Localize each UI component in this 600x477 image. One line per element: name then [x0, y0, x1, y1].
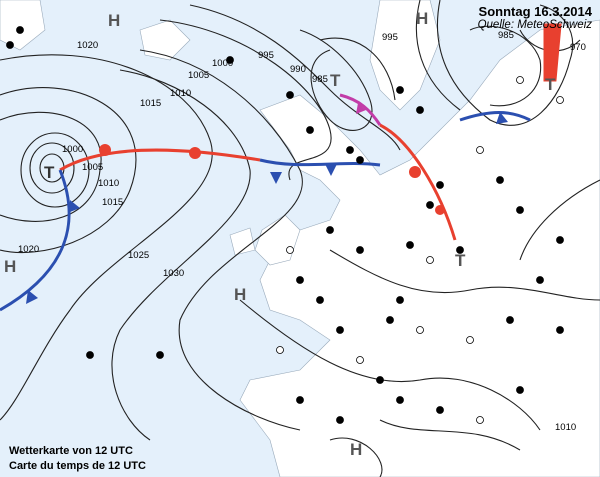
- cold-front-west: [0, 169, 71, 312]
- station-marker: [426, 256, 434, 264]
- isobar-label: 1015: [140, 98, 161, 109]
- map-date-title: Sonntag 16.3.2014: [478, 4, 592, 19]
- low-center-label: T: [44, 163, 55, 182]
- isobar-label: 1025: [128, 250, 149, 261]
- low-center-label: T: [455, 251, 466, 270]
- low-center-label: T: [545, 75, 556, 94]
- station-marker: [306, 126, 314, 134]
- station-marker: [226, 56, 234, 64]
- station-marker: [156, 351, 164, 359]
- isobar-label: 970: [570, 42, 586, 53]
- caption-french: Carte du temps de 12 UTC: [9, 460, 146, 472]
- station-marker: [516, 206, 524, 214]
- station-marker: [556, 96, 564, 104]
- isobar-label: 1010: [555, 422, 576, 433]
- station-marker: [506, 316, 514, 324]
- cold-front-east: [459, 111, 531, 122]
- station-marker: [6, 41, 14, 49]
- isobar-label: 985: [312, 74, 328, 85]
- warm-front: [59, 148, 261, 172]
- isobar-label: 1010: [170, 88, 191, 99]
- station-marker: [396, 86, 404, 94]
- map-source: Quelle: MeteoSchweiz: [477, 19, 592, 31]
- isobar-labels: 1020 1000 1005 1010 1015 1020 1025 1030 …: [18, 30, 586, 433]
- station-marker: [346, 146, 354, 154]
- isobar-label: 990: [290, 64, 306, 75]
- isobar-label: 985: [498, 30, 514, 41]
- warm-sector-marker: [543, 23, 562, 82]
- station-marker: [286, 91, 294, 99]
- station-marker: [316, 296, 324, 304]
- station-marker: [416, 106, 424, 114]
- station-marker: [276, 346, 284, 354]
- occluded-front: [339, 93, 382, 126]
- station-marker: [376, 376, 384, 384]
- station-marker: [356, 356, 364, 364]
- station-marker: [456, 246, 464, 254]
- cold-front: [259, 158, 381, 167]
- station-marker: [336, 326, 344, 334]
- station-marker: [536, 276, 544, 284]
- isobar-label: 1000: [212, 58, 233, 69]
- station-marker: [556, 236, 564, 244]
- fronts: [0, 23, 562, 312]
- station-marker: [436, 406, 444, 414]
- warm-front-east: [379, 123, 457, 241]
- isobar-label: 995: [258, 50, 274, 61]
- isobar-label: 1000: [62, 144, 83, 155]
- station-marker: [556, 326, 564, 334]
- isobar-label: 1020: [18, 244, 39, 255]
- front-symbols: [26, 103, 508, 304]
- isobar-label: 1015: [102, 197, 123, 208]
- caption-german: Wetterkarte von 12 UTC: [9, 445, 133, 457]
- high-center-label: H: [416, 9, 428, 28]
- isobar-label: 1030: [163, 268, 184, 279]
- station-marker: [386, 316, 394, 324]
- isobar-label: 1005: [188, 70, 209, 81]
- station-marker: [496, 176, 504, 184]
- station-marker: [286, 246, 294, 254]
- station-marker: [516, 386, 524, 394]
- high-center-label: H: [350, 440, 362, 459]
- station-marker: [476, 146, 484, 154]
- station-marker: [416, 326, 424, 334]
- station-marker: [86, 351, 94, 359]
- station-marker: [396, 296, 404, 304]
- station-marker: [336, 416, 344, 424]
- station-marker: [16, 26, 24, 34]
- isobar-label: 1010: [98, 178, 119, 189]
- isobar-label: 1020: [77, 40, 98, 51]
- station-marker: [296, 276, 304, 284]
- station-marker: [466, 336, 474, 344]
- station-marker: [356, 246, 364, 254]
- station-marker: [396, 396, 404, 404]
- high-center-label: H: [234, 285, 246, 304]
- high-center-label: H: [108, 11, 120, 30]
- low-center-label: T: [330, 71, 341, 90]
- station-plots: [6, 26, 564, 424]
- isobar-label: 995: [382, 32, 398, 43]
- station-marker: [476, 416, 484, 424]
- station-marker: [436, 181, 444, 189]
- high-center-label: H: [4, 257, 16, 276]
- station-marker: [296, 396, 304, 404]
- pressure-centers: H H T T T H H H T: [4, 9, 556, 459]
- isobar-label: 1005: [82, 162, 103, 173]
- station-marker: [326, 226, 334, 234]
- station-marker: [406, 241, 414, 249]
- station-marker: [516, 76, 524, 84]
- station-marker: [356, 156, 364, 164]
- station-marker: [426, 201, 434, 209]
